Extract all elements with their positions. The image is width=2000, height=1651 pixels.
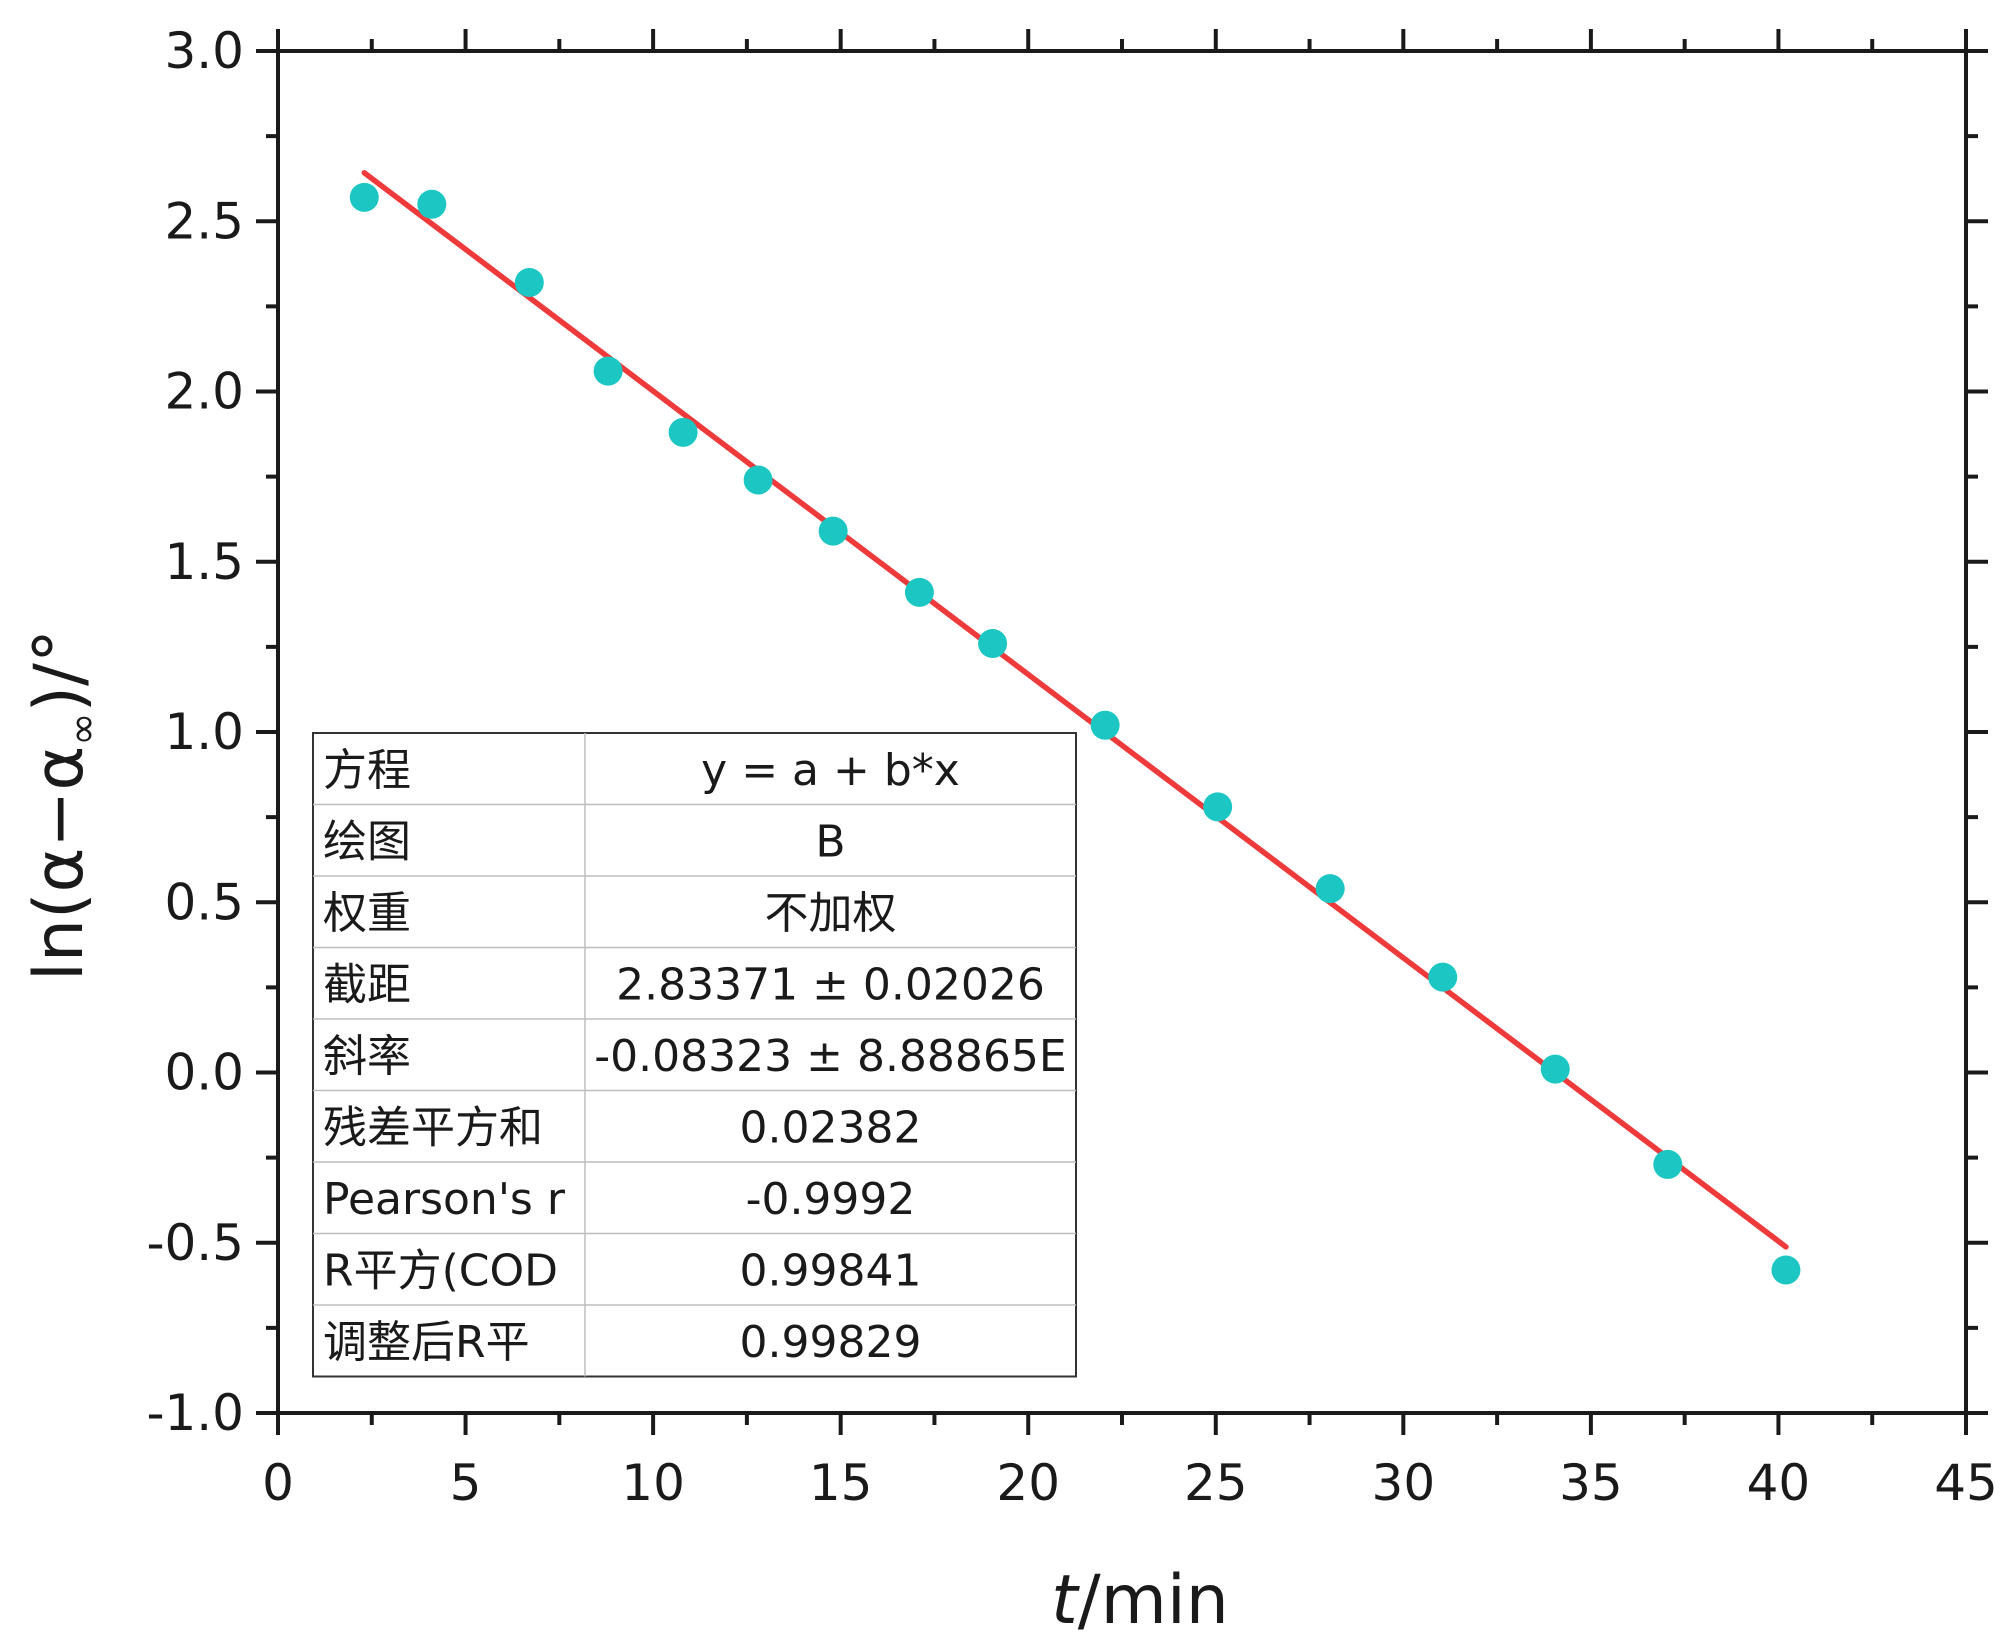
stats-table-label: Pearson's r (323, 1174, 566, 1225)
stats-table-label: 残差平方和 (323, 1102, 543, 1153)
stats-table-value: 0.02382 (740, 1102, 922, 1153)
data-point (978, 628, 1008, 658)
y-tick-label: 1.0 (164, 703, 244, 761)
stats-table-label: 绘图 (323, 816, 411, 867)
data-point (1315, 874, 1345, 904)
data-point (1540, 1054, 1570, 1084)
y-tick-label: 0.5 (164, 873, 244, 931)
data-points (349, 182, 1801, 1285)
stats-table-value: 0.99829 (740, 1317, 922, 1368)
y-tick-label: 0.0 (164, 1044, 244, 1102)
data-point (1653, 1149, 1683, 1179)
stats-table-value: y = a + b*x (701, 745, 960, 796)
y-tick-label: 3.0 (164, 22, 244, 80)
data-point (818, 516, 848, 546)
x-axis-title-unit: /min (1078, 1561, 1229, 1640)
stats-table-label: 斜率 (323, 1031, 411, 1082)
stats-table-value: -0.9992 (746, 1174, 916, 1225)
data-point (1428, 962, 1458, 992)
x-tick-label: 10 (621, 1454, 685, 1512)
x-axis-title: t/min (1051, 1561, 1229, 1640)
y-tick-label: -0.5 (146, 1214, 244, 1272)
y-tick-label: -1.0 (146, 1384, 244, 1442)
x-tick-label: 40 (1747, 1454, 1811, 1512)
y-axis-title-sub: ∞ (60, 712, 106, 745)
x-tick-label: 25 (1184, 1454, 1248, 1512)
stats-table-value: 0.99841 (740, 1245, 922, 1296)
stats-table-border (312, 732, 1077, 1378)
plot-frame (276, 49, 1968, 1415)
y-tick-label: 2.5 (164, 192, 244, 250)
data-point (514, 268, 544, 298)
data-point (1771, 1255, 1801, 1285)
y-tick-label: 2.0 (164, 363, 244, 421)
data-point (1203, 792, 1233, 822)
stats-table-value: 不加权 (765, 888, 897, 939)
data-point (417, 189, 447, 219)
y-tick-label: 1.5 (164, 533, 244, 591)
x-tick-label: 30 (1372, 1454, 1436, 1512)
x-tick-label: 20 (996, 1454, 1060, 1512)
x-tick-label: 45 (1934, 1454, 1998, 1512)
stats-table-label: 权重 (323, 888, 411, 939)
y-axis-title: ln(α−α∞)/° (20, 629, 106, 981)
data-point (904, 577, 934, 607)
stats-table-value: -0.08323 ± 8.88865E (594, 1031, 1066, 1082)
x-tick-label: 0 (262, 1454, 294, 1512)
y-axis-title-group: ln(α−α∞)/° (20, 629, 106, 981)
stats-table-label: 调整后R平 (323, 1317, 530, 1368)
data-point (349, 182, 379, 212)
x-tick-label: 5 (450, 1454, 482, 1512)
stats-table-value: B (815, 816, 845, 867)
data-point (668, 417, 698, 447)
x-axis-title-italic: t (1051, 1561, 1080, 1640)
data-point (1090, 710, 1120, 740)
tick-labels: 0 5 10 15 20 25 30 35 40 45 -1.0 -0.5 0.0 0.5 1.0 1.5 2.… (146, 22, 1997, 1512)
y-axis-title-tail: )/° (20, 629, 99, 712)
data-point (593, 356, 623, 386)
x-tick-label: 35 (1559, 1454, 1623, 1512)
stats-table-label: R平方(COD (323, 1245, 558, 1296)
data-point (743, 465, 773, 495)
stats-table-value: 2.83371 ± 0.02026 (616, 959, 1045, 1010)
x-tick-label: 15 (809, 1454, 873, 1512)
stats-table-label: 方程 (323, 745, 411, 796)
stats-table-label: 截距 (323, 959, 411, 1010)
y-axis-title-main: ln(α−α (20, 746, 99, 981)
